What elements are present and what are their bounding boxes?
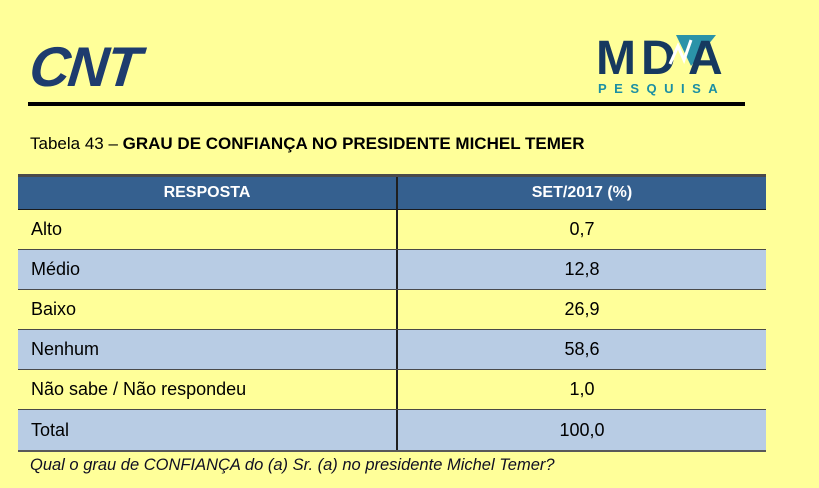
row-label: Não sabe / Não respondeu [31, 379, 247, 399]
row-label: Total [31, 419, 70, 440]
row-label: Alto [31, 219, 63, 239]
mda-teal-triangle-icon [676, 35, 716, 66]
row-value: 1,0 [396, 370, 766, 409]
svg-text:M: M [596, 34, 636, 85]
confidence-table: RESPOSTA SET/2017 (%) Alto 0,7 Médio 12,… [18, 174, 766, 452]
table-header-row: RESPOSTA SET/2017 (%) [18, 177, 766, 210]
row-label: Nenhum [31, 339, 100, 359]
row-value: 58,6 [396, 330, 766, 369]
row-value: 12,8 [396, 250, 766, 289]
row-value: 100,0 [396, 410, 766, 450]
table-row: Não sabe / Não respondeu 1,0 [18, 370, 766, 410]
svg-text:D: D [641, 34, 676, 85]
column-header-resposta: RESPOSTA [163, 184, 251, 201]
table-title-prefix: Tabela 43 – [30, 134, 123, 153]
table-title-main: GRAU DE CONFIANÇA NO PRESIDENTE MICHEL T… [122, 134, 585, 153]
column-header-set-2017: SET/2017 (%) [396, 177, 766, 209]
table-row: Nenhum 58,6 [18, 330, 766, 370]
table-title: Tabela 43 – GRAU DE CONFIANÇA NO PRESIDE… [30, 134, 585, 154]
header-divider [28, 102, 745, 106]
row-value: 0,7 [396, 210, 766, 249]
row-label: Baixo [31, 299, 77, 319]
row-label: Médio [31, 259, 81, 279]
mda-pesquisa-subtext: PESQUISA [598, 81, 725, 96]
mda-pesquisa-logo: M D A PESQUISA [596, 34, 725, 96]
svg-text:A: A [688, 34, 723, 85]
row-value: 26,9 [396, 290, 766, 329]
table-row: Médio 12,8 [18, 250, 766, 290]
table-row-total: Total 100,0 [18, 410, 766, 452]
cnt-logo: CNT [26, 35, 143, 98]
table-row: Baixo 26,9 [18, 290, 766, 330]
table-row: Alto 0,7 [18, 210, 766, 250]
survey-question: Qual o grau de CONFIANÇA do (a) Sr. (a) … [30, 456, 555, 474]
